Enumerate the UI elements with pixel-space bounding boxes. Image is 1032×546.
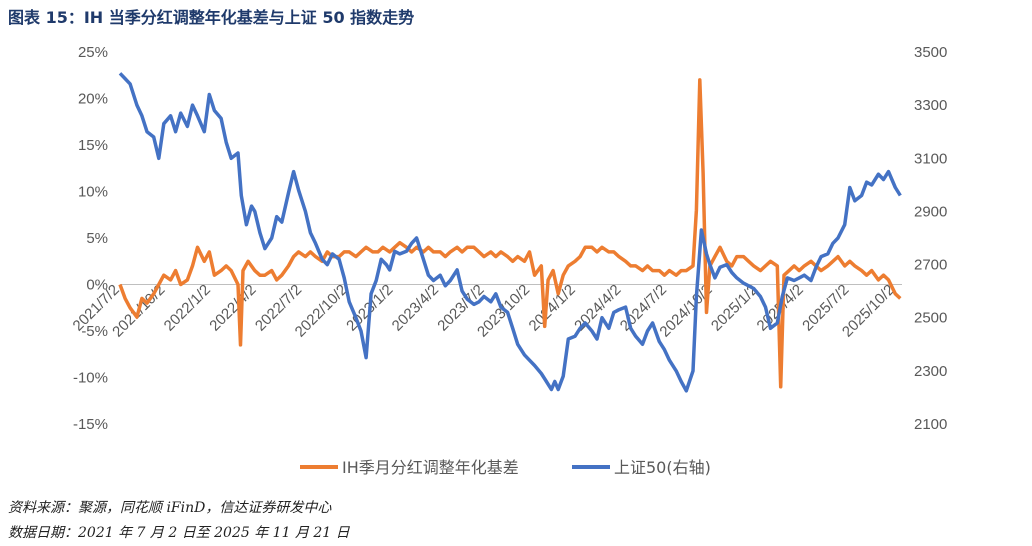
legend: IH季月分红调整年化基差 上证50(右轴) bbox=[300, 458, 711, 477]
left-tick-label: -15% bbox=[73, 416, 108, 433]
right-tick-label: 2100 bbox=[914, 416, 947, 433]
right-tick-label: 2700 bbox=[914, 257, 947, 274]
left-tick-label: 0% bbox=[86, 277, 108, 294]
series-layer bbox=[118, 72, 902, 393]
x-tick-label: 2024/4/2 bbox=[571, 281, 624, 334]
right-tick-label: 3500 bbox=[914, 44, 947, 61]
left-tick-label: 15% bbox=[78, 137, 108, 154]
x-tick-label: 2023/4/2 bbox=[389, 281, 442, 334]
source-note: 资料来源：聚源，同花顺 iFinD，信达证券研发中心 bbox=[8, 500, 332, 516]
series-line-index bbox=[118, 72, 902, 393]
right-tick-label: 2500 bbox=[914, 310, 947, 327]
right-tick-label: 2300 bbox=[914, 363, 947, 380]
date-range-note: 数据日期：2021 年 7 月 2 日至 2025 年 11 月 21 日 bbox=[8, 525, 350, 541]
right-tick-label: 3300 bbox=[914, 97, 947, 114]
left-tick-label: -10% bbox=[73, 370, 108, 387]
left-tick-label: 20% bbox=[78, 91, 108, 108]
right-tick-label: 2900 bbox=[914, 203, 947, 220]
x-tick-label: 2022/1/2 bbox=[161, 281, 214, 334]
left-tick-label: 10% bbox=[78, 184, 108, 201]
right-tick-label: 3100 bbox=[914, 150, 947, 167]
series-line-basis bbox=[118, 78, 902, 389]
x-tick-label: 2022/4/2 bbox=[206, 281, 259, 334]
chart: -15% -10% -5% 0% 5% 10% 15% 20% 25% 2100 2300 2500… bbox=[70, 44, 948, 477]
legend-label-basis: IH季月分红调整年化基差 bbox=[342, 458, 519, 477]
page-title: 图表 15：IH 当季分红调整年化基差与上证 50 指数走势 bbox=[8, 8, 415, 27]
left-tick-label: -5% bbox=[81, 323, 108, 340]
left-tick-label: 25% bbox=[78, 44, 108, 61]
x-tick-label: 2024/1/2 bbox=[526, 281, 579, 334]
left-axis: -15% -10% -5% 0% 5% 10% 15% 20% 25% bbox=[73, 44, 108, 433]
left-tick-label: 5% bbox=[86, 230, 108, 247]
legend-label-index: 上证50(右轴) bbox=[614, 458, 711, 477]
right-axis: 2100 2300 2500 2700 2900 3100 3300 3500 bbox=[914, 44, 947, 433]
